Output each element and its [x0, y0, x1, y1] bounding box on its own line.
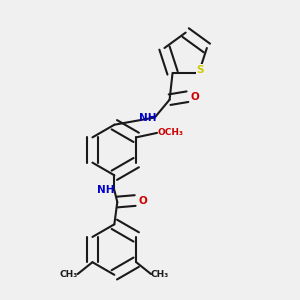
Text: CH₃: CH₃ — [151, 270, 169, 279]
Text: O: O — [138, 196, 147, 206]
Text: OCH₃: OCH₃ — [158, 128, 183, 137]
Text: NH: NH — [139, 112, 156, 122]
Text: O: O — [190, 92, 199, 102]
Text: S: S — [196, 65, 204, 75]
Text: NH: NH — [97, 185, 114, 195]
Text: CH₃: CH₃ — [60, 270, 78, 279]
